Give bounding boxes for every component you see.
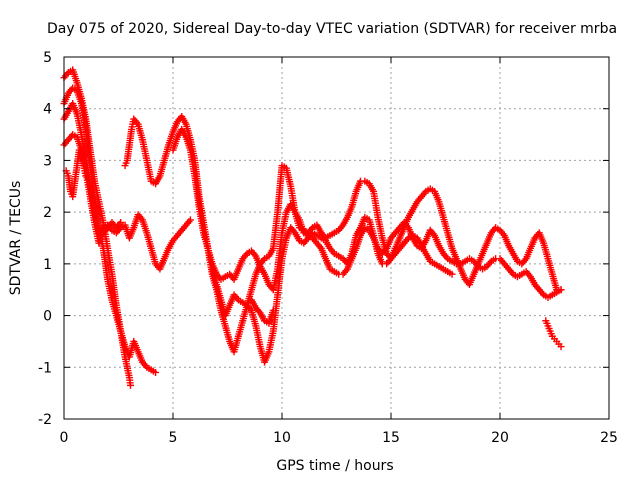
data-point bbox=[269, 306, 277, 314]
data-point bbox=[557, 286, 565, 294]
chart-title: Day 075 of 2020, Sidereal Day-to-day VTE… bbox=[47, 21, 617, 37]
y-tick-label: -1 bbox=[38, 360, 52, 376]
y-tick-label: 0 bbox=[43, 309, 52, 325]
y-tick-label: 1 bbox=[43, 257, 52, 273]
y-axis-label: SDTVAR / TECUs bbox=[8, 181, 24, 296]
data-point bbox=[152, 368, 160, 376]
series-track-g bbox=[169, 125, 565, 301]
data-point bbox=[186, 216, 194, 224]
y-tick-label: 4 bbox=[43, 102, 52, 118]
x-tick-label: 5 bbox=[169, 430, 178, 446]
x-tick-label: 0 bbox=[60, 430, 69, 446]
series-track-e bbox=[62, 146, 90, 201]
data-points bbox=[60, 66, 565, 389]
x-tick-label: 10 bbox=[273, 430, 291, 446]
y-tick-label: -2 bbox=[38, 412, 52, 428]
x-tick-label: 20 bbox=[491, 430, 509, 446]
data-point bbox=[126, 381, 134, 389]
y-tick-label: 3 bbox=[43, 153, 52, 169]
data-point bbox=[82, 172, 90, 180]
series-track-f bbox=[121, 112, 565, 356]
series-track-i bbox=[247, 296, 277, 327]
data-point bbox=[557, 343, 565, 351]
x-tick-label: 25 bbox=[600, 430, 618, 446]
y-tick-label: 2 bbox=[43, 205, 52, 221]
data-point bbox=[117, 218, 125, 226]
data-point bbox=[448, 270, 456, 278]
series-track-j bbox=[542, 317, 565, 351]
axis-ticks: 0 5 10 15 20 25 -2 -1 0 1 2 3 4 5 bbox=[38, 50, 618, 446]
x-tick-label: 15 bbox=[382, 430, 400, 446]
series-track-h bbox=[208, 213, 456, 366]
series-track-d bbox=[60, 131, 125, 247]
plot-frame bbox=[63, 56, 610, 420]
y-tick-label: 5 bbox=[43, 50, 52, 66]
x-axis-label: GPS time / hours bbox=[276, 458, 393, 474]
